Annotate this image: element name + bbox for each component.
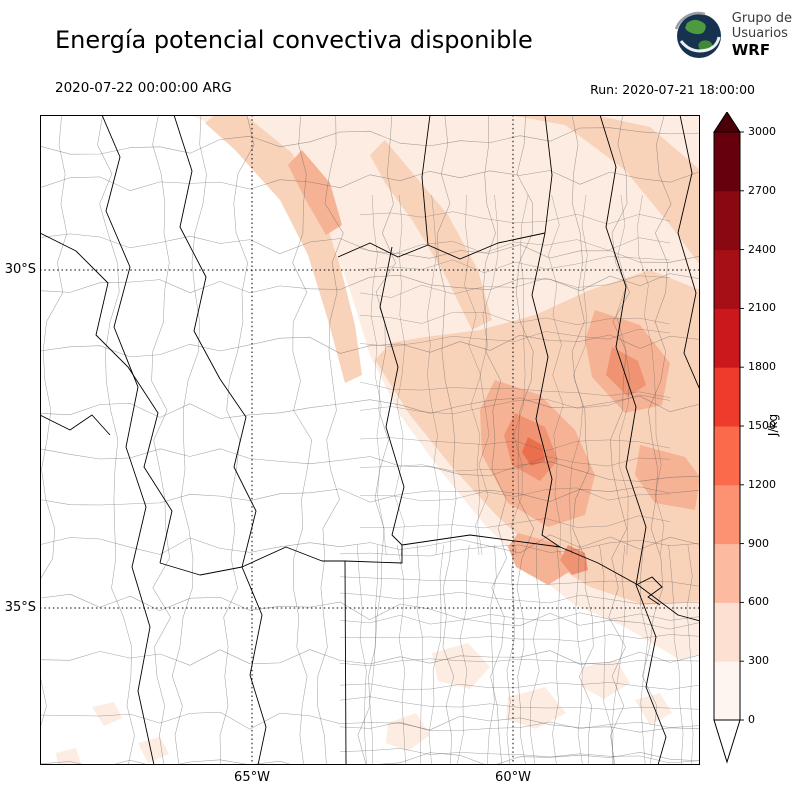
logo-line3: WRF	[732, 42, 792, 59]
colorbar	[712, 112, 746, 764]
lon-tick-65w: 65°W	[230, 770, 274, 785]
logo-line1: Grupo de	[732, 12, 792, 27]
colorbar-tick-label: 2700	[748, 184, 776, 197]
run-time-label: Run: 2020-07-21 18:00:00	[590, 82, 755, 97]
colorbar-tick-label: 1800	[748, 360, 776, 373]
lon-tick-60w: 60°W	[491, 770, 535, 785]
colorbar-tick-label: 3000	[748, 125, 776, 138]
valid-time-label: 2020-07-22 00:00:00 ARG	[55, 80, 232, 96]
map-area	[40, 115, 700, 765]
page-title: Energía potencial convectiva disponible	[55, 26, 533, 54]
colorbar-ramp	[712, 112, 746, 764]
colorbar-tick-label: 1200	[748, 478, 776, 491]
colorbar-tick-label: 2100	[748, 301, 776, 314]
wrf-logo: Grupo de Usuarios WRF	[673, 10, 792, 62]
cape-map	[40, 115, 700, 765]
colorbar-tick-label: 600	[748, 595, 769, 608]
lat-tick-35s: 35°S	[0, 600, 36, 615]
colorbar-tick-label: 2400	[748, 243, 776, 256]
globe-icon	[673, 10, 725, 62]
figure: Energía potencial convectiva disponible …	[0, 0, 800, 800]
colorbar-tick-label: 0	[748, 713, 755, 726]
lat-tick-30s: 30°S	[0, 262, 36, 277]
logo-line2: Usuarios	[732, 27, 792, 42]
colorbar-tick-label: 900	[748, 537, 769, 550]
colorbar-unit-label: J/kg	[766, 414, 780, 436]
colorbar-tick-label: 300	[748, 654, 769, 667]
